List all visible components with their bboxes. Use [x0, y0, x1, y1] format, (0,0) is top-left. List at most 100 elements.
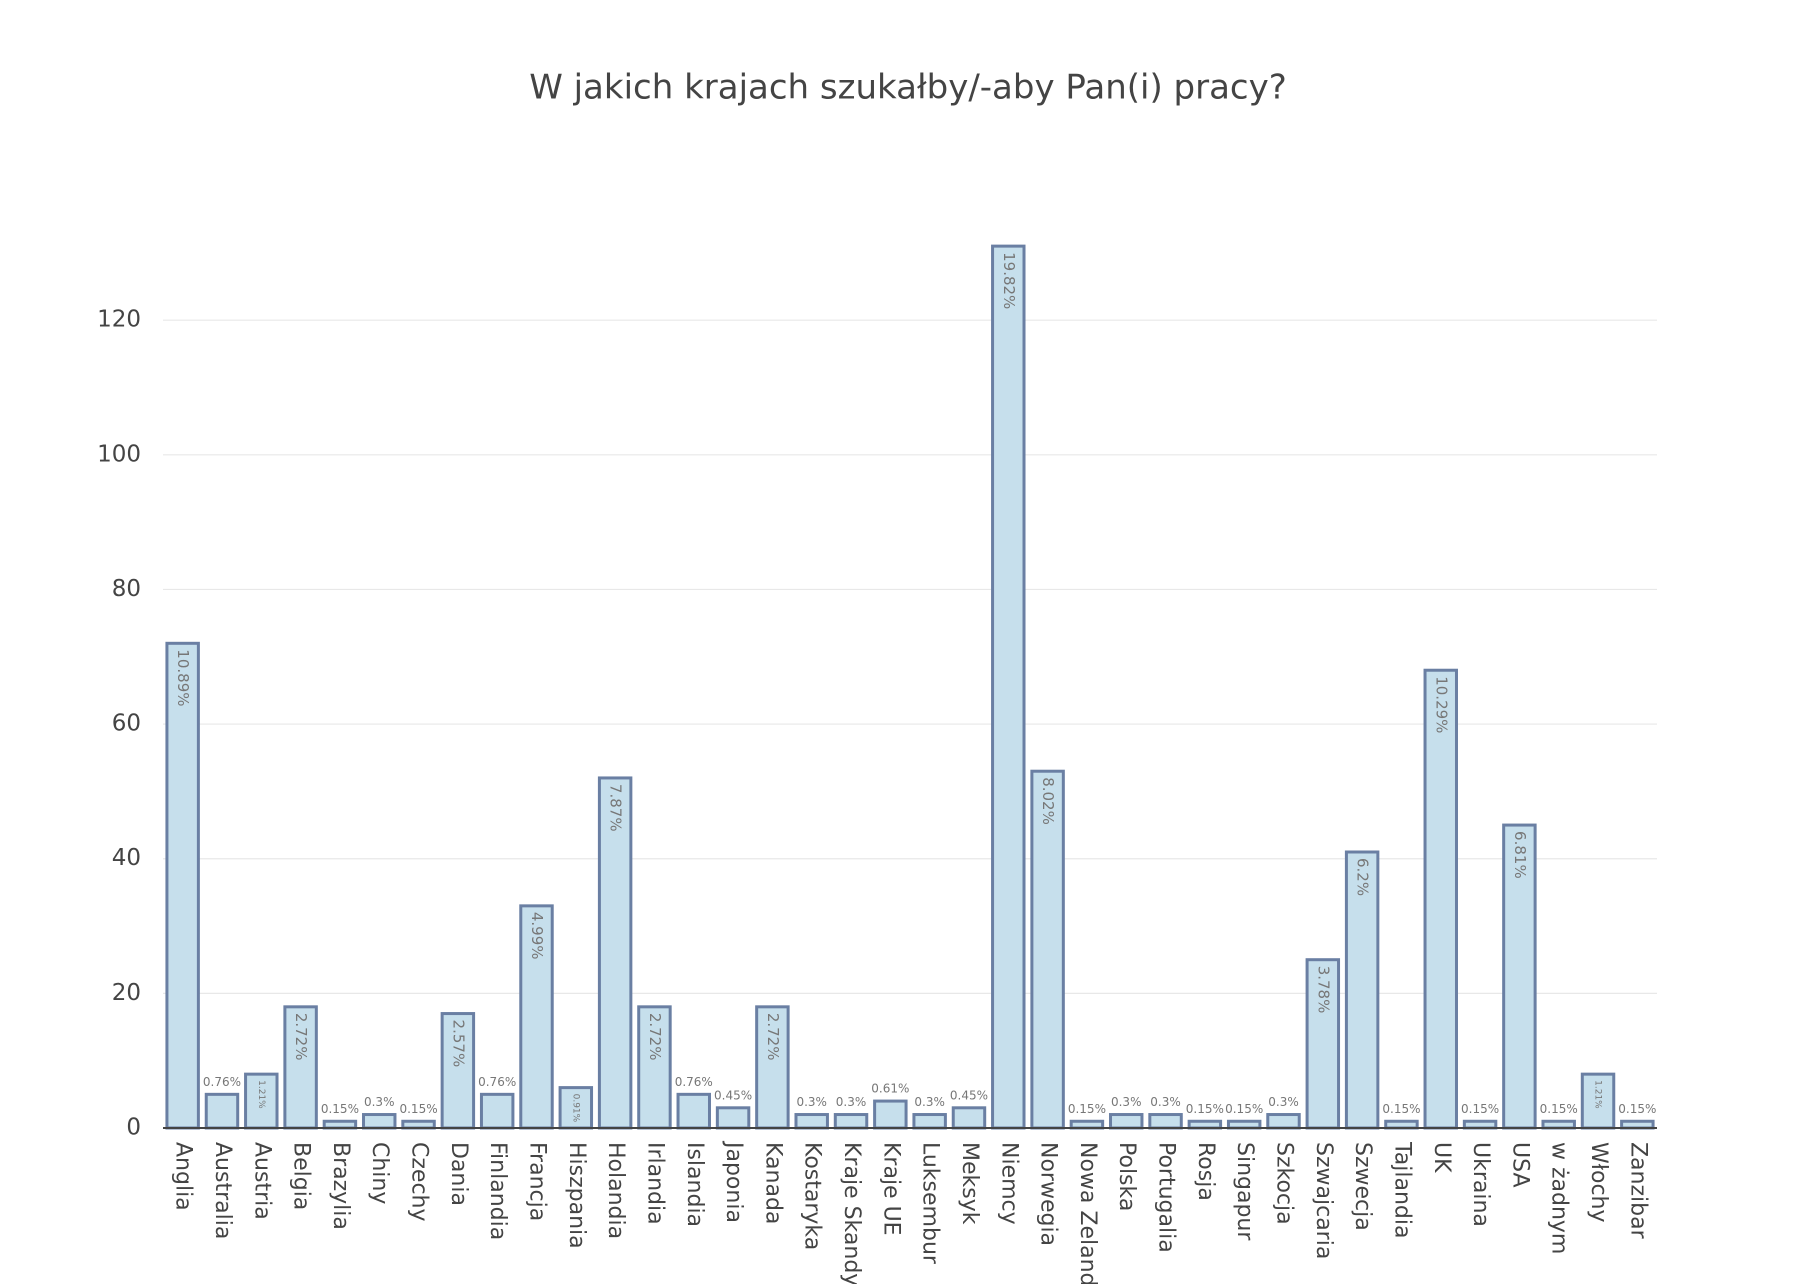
bar — [1620, 1119, 1655, 1130]
value-label: 0.76% — [675, 1075, 713, 1089]
value-label: 0.15% — [1461, 1102, 1499, 1116]
x-tick-label: UK — [1429, 1142, 1454, 1173]
bar — [283, 1005, 318, 1130]
x-tick-label: Kraje Skandynawskie — [839, 1142, 864, 1284]
value-label: 0.15% — [1186, 1102, 1224, 1116]
bar — [322, 1119, 358, 1130]
bar — [991, 244, 1026, 1130]
value-label: 0.15% — [399, 1102, 437, 1116]
x-tick-label: Norwegia — [1036, 1142, 1061, 1246]
value-label: 0.76% — [203, 1075, 241, 1089]
y-tick-label: 0 — [126, 1115, 141, 1141]
bar — [1423, 668, 1458, 1130]
bar — [362, 1113, 397, 1130]
x-tick-label: Islandia — [682, 1142, 707, 1227]
bar — [1305, 958, 1341, 1130]
value-label: 0.3% — [364, 1095, 395, 1109]
x-tick-label: Kraje UE — [878, 1142, 903, 1236]
value-label: 6.2% — [1354, 858, 1372, 896]
value-label: 0.45% — [950, 1088, 988, 1102]
x-tick-label: Finlandia — [485, 1142, 510, 1240]
bar — [794, 1113, 829, 1130]
value-label: 0.3% — [836, 1095, 867, 1109]
bar — [165, 641, 200, 1130]
bar — [204, 1092, 240, 1130]
value-label: 1.21% — [256, 1080, 266, 1109]
x-tick-label: Dania — [446, 1142, 471, 1206]
y-tick-label: 100 — [97, 441, 141, 467]
x-tick-label: Anglia — [171, 1142, 196, 1211]
bar — [401, 1119, 436, 1130]
x-tick-label: Ukraina — [1468, 1142, 1493, 1227]
x-tick-label: Australia — [210, 1142, 235, 1239]
x-tick-label: Szkocja — [1272, 1142, 1297, 1225]
bar — [1187, 1119, 1223, 1130]
bar — [715, 1106, 751, 1130]
value-label: 0.15% — [1225, 1102, 1263, 1116]
value-label: 0.15% — [1382, 1102, 1420, 1116]
x-tick-label: Niemcy — [996, 1142, 1021, 1225]
x-tick-label: Singapur — [1232, 1142, 1257, 1241]
x-tick-label: Szwajcaria — [1311, 1142, 1336, 1259]
x-tick-label: Polska — [1114, 1142, 1139, 1211]
value-label: 8.02% — [1039, 777, 1057, 825]
value-label: 0.3% — [914, 1095, 945, 1109]
x-tick-label: Irlandia — [642, 1142, 667, 1225]
bar — [833, 1113, 869, 1130]
x-tick-label: Belgia — [289, 1142, 314, 1210]
bar — [1384, 1119, 1419, 1130]
bar — [873, 1099, 908, 1130]
x-tick-label: Włochy — [1586, 1142, 1611, 1223]
value-label: 1.21% — [1593, 1080, 1603, 1109]
value-label: 0.3% — [1268, 1095, 1299, 1109]
value-label: 19.82% — [1000, 252, 1018, 309]
value-label: 0.15% — [1618, 1102, 1656, 1116]
value-label: 3.78% — [1314, 966, 1332, 1014]
value-label: 10.89% — [174, 649, 192, 706]
x-tick-label: Holandia — [603, 1142, 628, 1239]
x-tick-label: Rosja — [1193, 1142, 1218, 1201]
value-label: 0.15% — [1068, 1102, 1106, 1116]
value-label: 2.72% — [292, 1013, 310, 1061]
x-tick-label: Brazylia — [328, 1142, 353, 1230]
value-label: 0.3% — [796, 1095, 827, 1109]
y-tick-label: 120 — [97, 307, 141, 333]
value-label: 0.45% — [714, 1088, 752, 1102]
x-tick-label: Luksembur — [918, 1142, 943, 1265]
x-tick-label: Kanada — [760, 1142, 785, 1224]
x-tick-label: Kostaryka — [800, 1142, 825, 1250]
bar — [1148, 1113, 1183, 1130]
bar — [912, 1113, 947, 1130]
x-tick-label: Tajlandia — [1389, 1141, 1414, 1239]
value-label: 0.15% — [1540, 1102, 1578, 1116]
bar — [1462, 1119, 1498, 1130]
bar — [1266, 1113, 1301, 1130]
bar — [1541, 1119, 1576, 1130]
x-tick-label: Nowa Zelandia — [1075, 1142, 1100, 1284]
bar — [676, 1092, 711, 1130]
bar — [1502, 823, 1537, 1130]
bar — [1226, 1119, 1262, 1130]
y-tick-label: 40 — [112, 845, 141, 871]
bar — [755, 1005, 790, 1130]
x-tick-label: USA — [1507, 1142, 1532, 1188]
value-label: 0.91% — [570, 1094, 580, 1123]
value-label: 0.15% — [321, 1102, 359, 1116]
x-tick-label: Czechy — [407, 1142, 432, 1222]
x-tick-label: Szwecja — [1350, 1142, 1375, 1231]
bar — [1344, 850, 1380, 1130]
value-label: 0.3% — [1111, 1095, 1142, 1109]
value-label: 2.72% — [764, 1013, 782, 1061]
bar — [1069, 1119, 1105, 1130]
bar — [479, 1092, 515, 1130]
x-tick-label: Chiny — [367, 1142, 392, 1204]
x-tick-label: w żadnym — [1547, 1142, 1572, 1254]
value-label: 4.99% — [528, 912, 546, 960]
value-label: 7.87% — [607, 784, 625, 832]
value-label: 0.61% — [871, 1082, 909, 1096]
x-tick-label: Hiszpania — [564, 1142, 589, 1249]
value-label: 0.76% — [478, 1075, 516, 1089]
x-tick-label: Zanzibar — [1625, 1142, 1650, 1240]
